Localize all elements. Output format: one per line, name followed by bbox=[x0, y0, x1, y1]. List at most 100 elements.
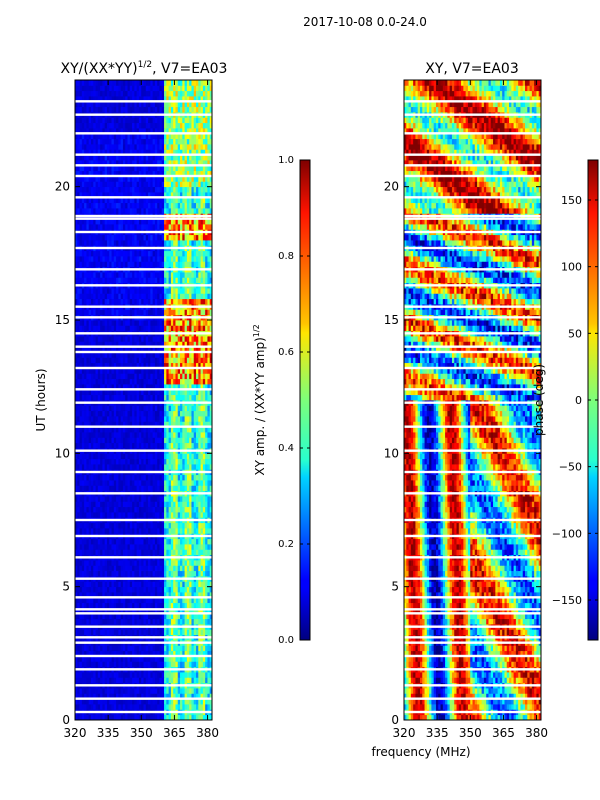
amplitude-heatmap-cell bbox=[86, 512, 90, 518]
amplitude-heatmap-cell bbox=[154, 650, 158, 657]
amplitude-heatmap-cell bbox=[86, 373, 90, 380]
amplitude-heatmap-cell bbox=[191, 410, 195, 417]
amplitude-heatmap-cell bbox=[97, 544, 101, 550]
amplitude-heatmap-cell bbox=[113, 389, 117, 396]
amplitude-heatmap-cell bbox=[113, 565, 117, 572]
amplitude-heatmap-cell bbox=[159, 506, 163, 513]
amplitude-heatmap-cell bbox=[104, 693, 108, 700]
amplitude-heatmap-cell bbox=[122, 373, 126, 380]
amplitude-heatmap-cell bbox=[136, 538, 140, 545]
amplitude-heatmap-cell bbox=[166, 597, 170, 604]
amplitude-heatmap-cell bbox=[180, 320, 183, 326]
amplitude-heatmap-cell bbox=[75, 608, 78, 614]
amplitude-heatmap-cell bbox=[150, 560, 154, 566]
amplitude-heatmap-cell bbox=[148, 538, 151, 545]
amplitude-heatmap-cell bbox=[118, 688, 122, 694]
amplitude-heatmap-cell bbox=[191, 549, 195, 556]
amplitude-heatmap-cell bbox=[104, 293, 108, 300]
amplitude-heatmap-cell bbox=[164, 298, 167, 305]
amplitude-heatmap-cell bbox=[125, 357, 128, 364]
amplitude-heatmap-cell bbox=[136, 298, 140, 305]
amplitude-heatmap-cell bbox=[184, 693, 188, 700]
amplitude-heatmap-cell bbox=[175, 618, 179, 625]
amplitude-heatmap-cell bbox=[81, 325, 85, 332]
amplitude-heatmap-cell bbox=[138, 629, 142, 636]
amplitude-heatmap-cell bbox=[122, 474, 126, 481]
amplitude-heatmap-cell bbox=[127, 298, 131, 305]
amplitude-heatmap-cell bbox=[182, 714, 185, 720]
amplitude-heatmap-cell bbox=[116, 442, 119, 449]
amplitude-heatmap-cell bbox=[143, 474, 147, 481]
amplitude-heatmap-cell bbox=[152, 501, 156, 508]
amplitude-heatmap-cell bbox=[81, 544, 85, 550]
amplitude-heatmap-cell bbox=[88, 629, 92, 636]
amplitude-heatmap-cell bbox=[191, 661, 195, 668]
amplitude-heatmap-cell bbox=[100, 629, 103, 636]
amplitude-heatmap-cell bbox=[145, 608, 149, 614]
amplitude-heatmap-cell bbox=[90, 453, 94, 460]
amplitude-heatmap-cell bbox=[205, 512, 208, 518]
amplitude-heatmap-cell bbox=[136, 618, 140, 625]
amplitude-heatmap-cell bbox=[207, 336, 211, 342]
amplitude-heatmap-cell bbox=[77, 389, 80, 396]
amplitude-heatmap-cell bbox=[152, 464, 156, 470]
amplitude-heatmap-cell bbox=[150, 293, 154, 300]
amplitude-heatmap-cell bbox=[84, 384, 87, 390]
amplitude-heatmap-cell bbox=[75, 586, 78, 593]
amplitude-heatmap-cell bbox=[205, 442, 208, 449]
amplitude-heatmap-cell bbox=[120, 592, 124, 598]
amplitude-heatmap-cell bbox=[102, 341, 106, 348]
amplitude-heatmap-cell bbox=[168, 693, 172, 700]
amplitude-heatmap-cell bbox=[134, 650, 138, 657]
amplitude-heatmap-cell bbox=[205, 378, 208, 385]
amplitude-heatmap-cell bbox=[136, 560, 140, 566]
amplitude-heatmap-cell bbox=[102, 384, 106, 390]
amplitude-heatmap-cell bbox=[84, 368, 87, 374]
amplitude-heatmap-cell bbox=[202, 688, 206, 694]
amplitude-heatmap-cell bbox=[90, 544, 94, 550]
amplitude-heatmap-cell bbox=[118, 426, 122, 433]
amplitude-heatmap-cell bbox=[180, 693, 183, 700]
amplitude-heatmap-cell bbox=[84, 309, 87, 316]
amplitude-heatmap-cell bbox=[207, 453, 211, 460]
amplitude-heatmap-cell bbox=[157, 421, 160, 428]
amplitude-heatmap-cell bbox=[116, 522, 119, 529]
amplitude-heatmap-cell bbox=[129, 288, 133, 294]
amplitude-heatmap-cell bbox=[209, 565, 212, 572]
amplitude-heatmap-cell bbox=[141, 549, 144, 556]
amplitude-heatmap-cell bbox=[159, 357, 163, 364]
amplitude-heatmap-cell bbox=[157, 474, 160, 481]
amplitude-heatmap-cell bbox=[113, 549, 117, 556]
amplitude-heatmap-cell bbox=[102, 368, 106, 374]
amplitude-heatmap-cell bbox=[143, 410, 147, 417]
amplitude-heatmap-cell bbox=[191, 416, 195, 422]
amplitude-heatmap-cell bbox=[205, 704, 208, 710]
amplitude-heatmap-cell bbox=[141, 501, 144, 508]
amplitude-heatmap-cell bbox=[79, 437, 83, 444]
amplitude-heatmap-cell bbox=[145, 416, 149, 422]
amplitude-heatmap-cell bbox=[143, 325, 147, 332]
amplitude-heatmap-cell bbox=[164, 704, 167, 710]
amplitude-heatmap-cell bbox=[182, 538, 185, 545]
amplitude-heatmap-cell bbox=[145, 661, 149, 668]
amplitude-heatmap-cell bbox=[152, 602, 156, 609]
amplitude-heatmap-cell bbox=[148, 672, 151, 678]
amplitude-heatmap-cell bbox=[177, 410, 181, 417]
amplitude-heatmap-cell bbox=[81, 704, 85, 710]
amplitude-heatmap-cell bbox=[207, 293, 211, 300]
amplitude-heatmap-cell bbox=[209, 416, 212, 422]
amplitude-heatmap-cell bbox=[164, 586, 167, 593]
amplitude-heatmap-cell bbox=[205, 394, 208, 401]
amplitude-heatmap-cell bbox=[111, 506, 115, 513]
amplitude-heatmap-cell bbox=[136, 357, 140, 364]
amplitude-heatmap-cell bbox=[182, 410, 185, 417]
amplitude-heatmap-cell bbox=[84, 405, 87, 412]
amplitude-heatmap-cell bbox=[109, 496, 112, 502]
amplitude-heatmap-cell bbox=[173, 693, 176, 700]
amplitude-heatmap-cell bbox=[106, 309, 110, 316]
amplitude-heatmap-cell bbox=[200, 373, 204, 380]
amplitude-heatmap-cell bbox=[88, 458, 92, 465]
amplitude-heatmap-cell bbox=[145, 362, 149, 369]
amplitude-heatmap-cell bbox=[86, 389, 90, 396]
amplitude-heatmap-cell bbox=[86, 325, 90, 332]
